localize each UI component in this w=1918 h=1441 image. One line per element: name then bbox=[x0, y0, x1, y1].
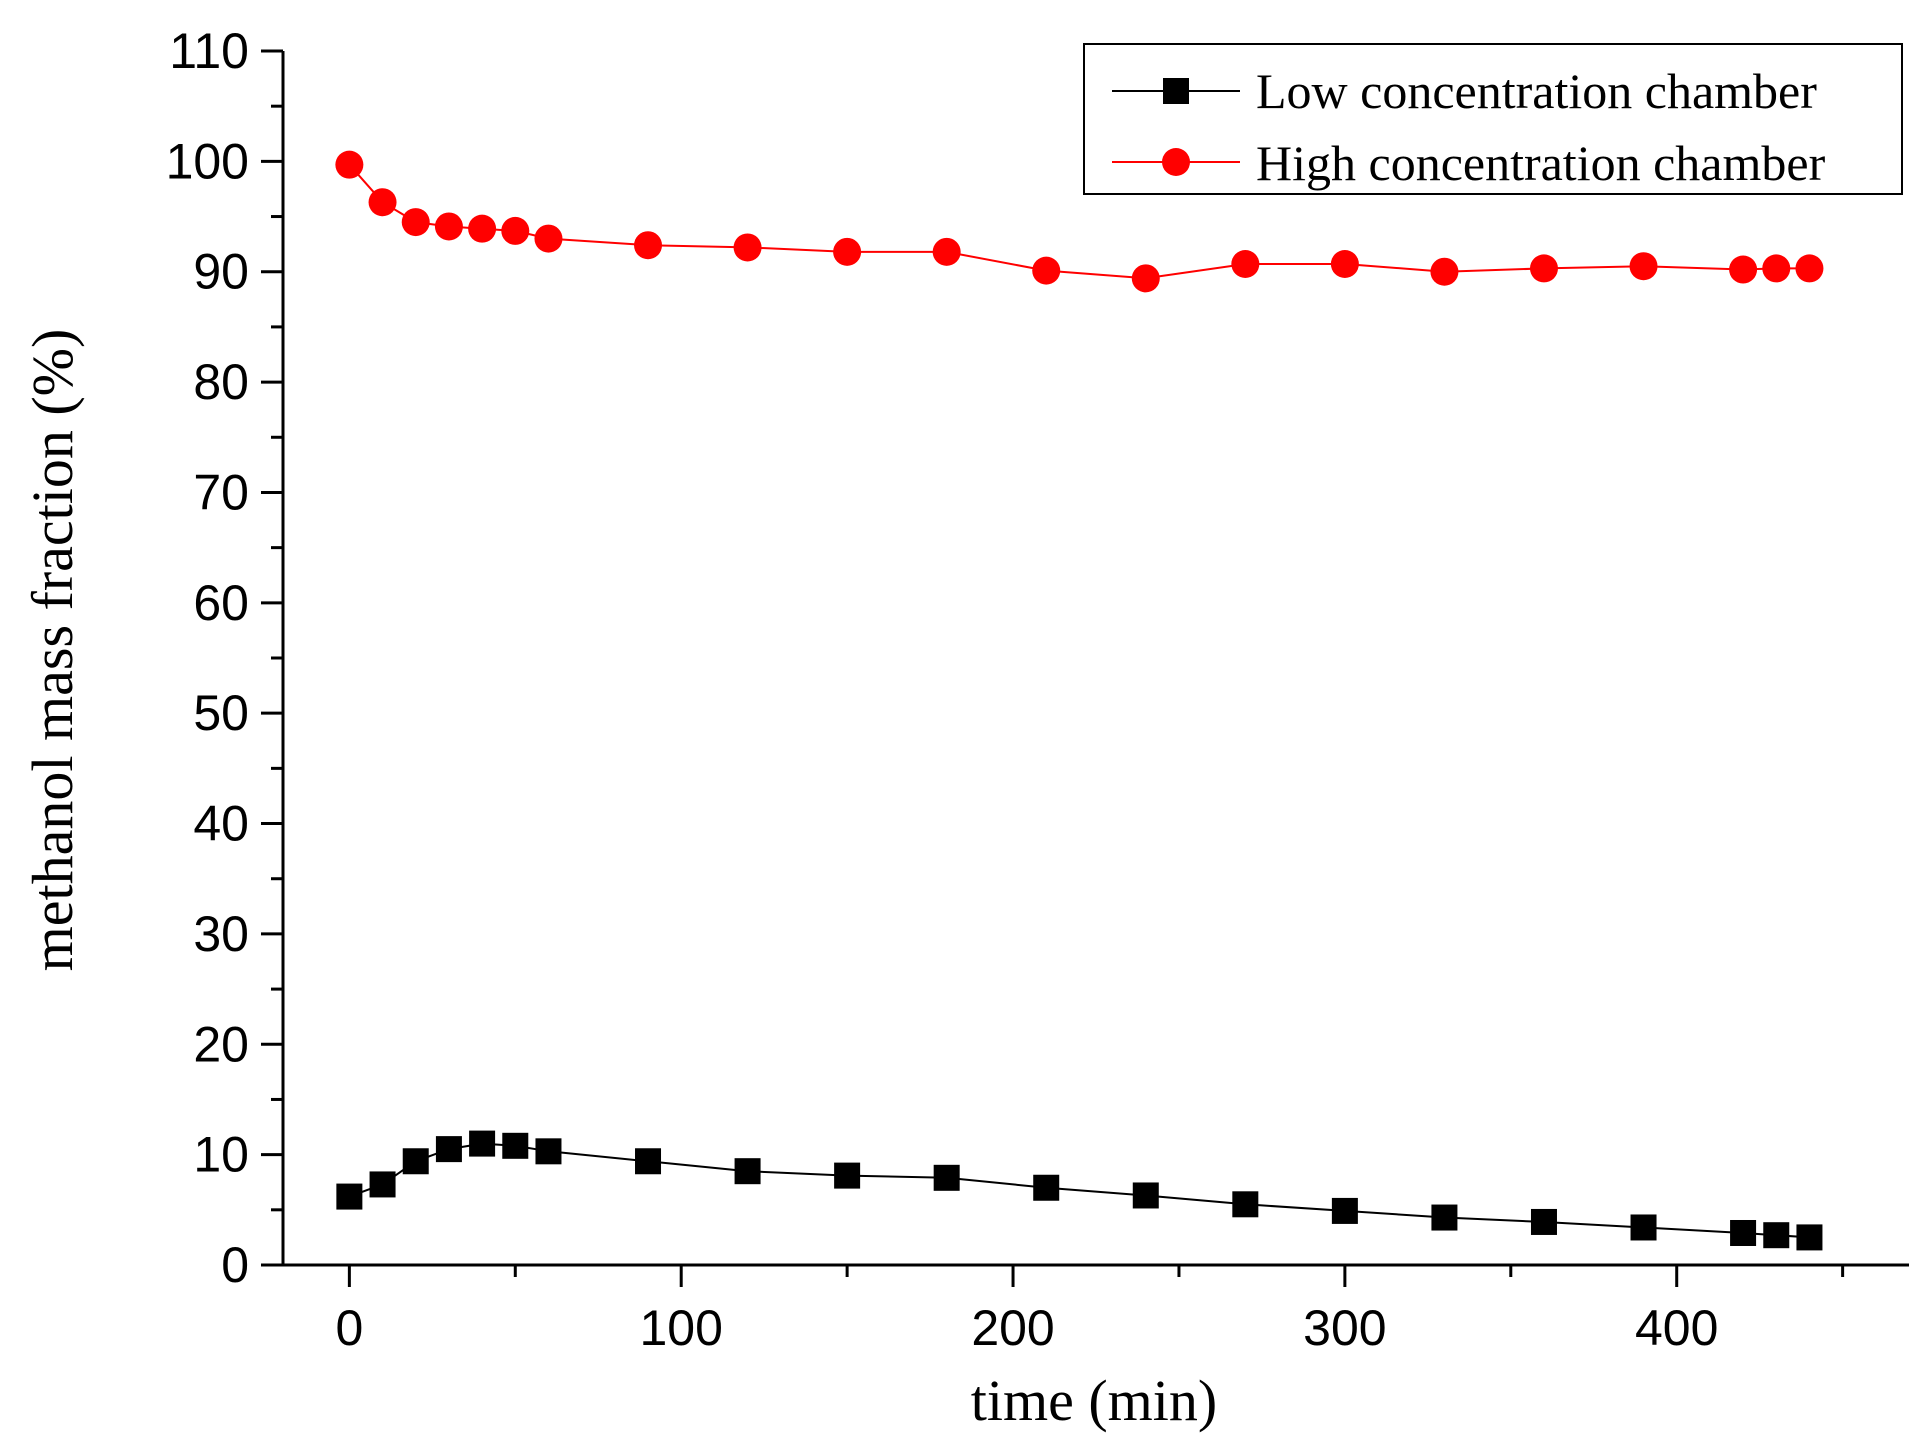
x-tick-label: 300 bbox=[1303, 1300, 1386, 1356]
y-tick-label: 110 bbox=[169, 23, 249, 79]
data-point-low bbox=[502, 1132, 529, 1159]
data-point-high bbox=[1131, 264, 1160, 293]
data-point-low bbox=[1530, 1208, 1557, 1235]
data-point-high bbox=[1231, 250, 1260, 279]
data-point-low bbox=[1730, 1219, 1757, 1246]
data-point-low bbox=[933, 1164, 960, 1191]
x-tick-label: 400 bbox=[1635, 1300, 1718, 1356]
data-point-high bbox=[833, 237, 862, 266]
data-point-low bbox=[734, 1158, 761, 1185]
data-point-low bbox=[834, 1162, 861, 1189]
legend-entry-low: Low concentration chamber bbox=[1112, 63, 1817, 119]
y-axis-title: methanol mass fraction (%) bbox=[20, 329, 85, 972]
data-point-low bbox=[1033, 1174, 1060, 1201]
data-point-high bbox=[1330, 250, 1359, 279]
x-tick-label: 0 bbox=[335, 1300, 363, 1356]
data-point-high bbox=[434, 212, 463, 241]
data-point-high bbox=[468, 214, 497, 243]
data-point-low bbox=[1431, 1204, 1458, 1231]
y-axis: 0 10 20 30 40 50 60 70 80 90 100 110 bbox=[166, 23, 283, 1293]
data-point-high bbox=[634, 231, 663, 260]
y-tick-label: 40 bbox=[193, 796, 249, 852]
data-point-low bbox=[435, 1136, 462, 1163]
y-tick-label: 0 bbox=[221, 1237, 249, 1293]
x-tick-label: 100 bbox=[639, 1300, 722, 1356]
x-axis-title: time (min) bbox=[971, 1368, 1217, 1433]
data-point-high bbox=[368, 188, 397, 217]
y-tick-label: 70 bbox=[193, 464, 249, 520]
data-point-low bbox=[369, 1171, 396, 1198]
legend-box bbox=[1083, 43, 1903, 195]
data-point-low bbox=[1796, 1224, 1823, 1251]
legend-marker-circle bbox=[1162, 148, 1190, 176]
data-point-low bbox=[1763, 1222, 1790, 1249]
data-point-high bbox=[335, 150, 364, 179]
data-point-high bbox=[1729, 255, 1758, 284]
data-point-high bbox=[733, 233, 762, 262]
data-point-low bbox=[402, 1148, 429, 1175]
data-point-high bbox=[534, 224, 563, 253]
legend-label-high: High concentration chamber bbox=[1256, 135, 1826, 191]
y-tick-label: 50 bbox=[193, 685, 249, 741]
series-markers bbox=[335, 150, 1824, 1251]
data-point-high bbox=[401, 208, 430, 237]
data-point-low bbox=[1331, 1197, 1358, 1224]
data-point-low bbox=[1232, 1191, 1259, 1218]
x-axis: 0 100 200 300 400 bbox=[335, 1265, 1845, 1356]
data-point-high bbox=[1430, 257, 1459, 286]
y-tick-label: 10 bbox=[193, 1127, 249, 1183]
data-point-low bbox=[469, 1130, 496, 1157]
data-point-high bbox=[1032, 256, 1061, 285]
y-tick-label: 100 bbox=[166, 133, 249, 189]
data-point-high bbox=[1795, 254, 1824, 283]
y-tick-label: 20 bbox=[193, 1016, 249, 1072]
data-point-high bbox=[1529, 254, 1558, 283]
legend-entry-high: High concentration chamber bbox=[1112, 135, 1826, 191]
data-point-high bbox=[1629, 252, 1658, 281]
data-point-high bbox=[932, 237, 961, 266]
y-tick-label: 80 bbox=[193, 354, 249, 410]
y-tick-label: 90 bbox=[193, 244, 249, 300]
y-tick-label: 30 bbox=[193, 906, 249, 962]
data-point-low bbox=[635, 1148, 662, 1175]
data-point-high bbox=[1762, 254, 1791, 283]
y-tick-label: 60 bbox=[193, 575, 249, 631]
legend-label-low: Low concentration chamber bbox=[1256, 63, 1817, 119]
data-point-low bbox=[535, 1138, 562, 1165]
data-point-low bbox=[1132, 1182, 1159, 1209]
data-point-low bbox=[336, 1183, 363, 1210]
data-point-low bbox=[1630, 1214, 1657, 1241]
legend: Low concentration chamber High concentra… bbox=[1083, 43, 1903, 195]
x-tick-label: 200 bbox=[971, 1300, 1054, 1356]
legend-marker-square bbox=[1163, 78, 1189, 104]
data-point-high bbox=[501, 216, 530, 245]
